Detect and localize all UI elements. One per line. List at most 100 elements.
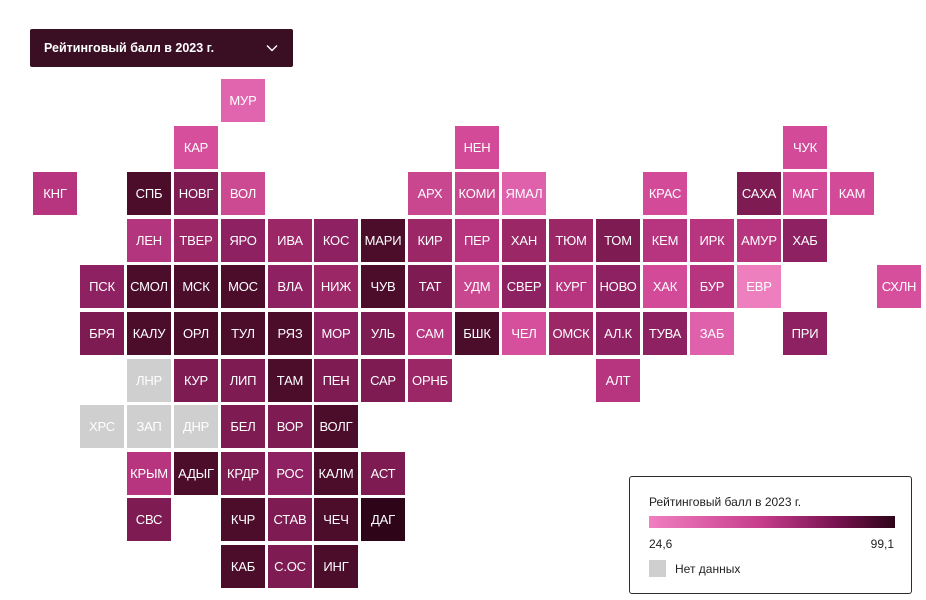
region-tile[interactable]: НОВО — [596, 265, 640, 308]
region-tile[interactable]: СХЛН — [877, 265, 921, 308]
region-tile[interactable]: КАР — [174, 126, 218, 169]
region-tile[interactable]: ЧЕЧ — [314, 498, 358, 541]
region-tile[interactable]: МАГ — [783, 172, 827, 215]
region-tile[interactable]: АРХ — [408, 172, 452, 215]
region-tile[interactable]: КОМИ — [455, 172, 499, 215]
region-tile[interactable]: ВОЛГ — [314, 405, 358, 448]
region-tile[interactable]: КАБ — [221, 545, 265, 588]
region-tile[interactable]: ЯМАЛ — [502, 172, 546, 215]
region-tile[interactable]: ЛИП — [221, 359, 265, 402]
legend-max-value: 99,1 — [870, 537, 894, 551]
region-tile[interactable]: ХРС — [80, 405, 124, 448]
region-tile[interactable]: АДЫГ — [174, 452, 218, 495]
region-tile[interactable]: ВОР — [268, 405, 312, 448]
no-data-swatch — [649, 560, 666, 577]
region-tile[interactable]: ОРНБ — [408, 359, 452, 402]
metric-selector-dropdown[interactable]: Рейтинговый балл в 2023 г. — [30, 29, 293, 67]
region-tile[interactable]: НОВГ — [174, 172, 218, 215]
region-tile[interactable]: ВОЛ — [221, 172, 265, 215]
region-tile[interactable]: ИВА — [268, 219, 312, 262]
region-tile[interactable]: СВС — [127, 498, 171, 541]
region-tile[interactable]: ХАБ — [783, 219, 827, 262]
region-tile[interactable]: СПБ — [127, 172, 171, 215]
region-tile[interactable]: КРАС — [643, 172, 687, 215]
region-tile[interactable]: АЛТ — [596, 359, 640, 402]
region-tile[interactable]: МАРИ — [361, 219, 405, 262]
region-tile[interactable]: КАЛМ — [314, 452, 358, 495]
region-tile[interactable]: МУР — [221, 79, 265, 122]
region-tile[interactable]: БРЯ — [80, 312, 124, 355]
region-tile[interactable]: БЕЛ — [221, 405, 265, 448]
region-tile[interactable]: ВЛА — [268, 265, 312, 308]
region-tile[interactable]: ЛНР — [127, 359, 171, 402]
region-tile[interactable]: КНГ — [33, 172, 77, 215]
region-tile[interactable]: УДМ — [455, 265, 499, 308]
region-tile[interactable]: НИЖ — [314, 265, 358, 308]
region-tile[interactable]: ОРЛ — [174, 312, 218, 355]
region-tile[interactable]: СВЕР — [502, 265, 546, 308]
chevron-down-icon[interactable] — [265, 41, 279, 55]
region-tile[interactable]: ТАМ — [268, 359, 312, 402]
region-tile[interactable]: АСТ — [361, 452, 405, 495]
region-tile[interactable]: ИНГ — [314, 545, 358, 588]
region-tile[interactable]: МОС — [221, 265, 265, 308]
region-tile[interactable]: СТАВ — [268, 498, 312, 541]
region-tile[interactable]: СМОЛ — [127, 265, 171, 308]
region-tile[interactable]: ИРК — [690, 219, 734, 262]
color-legend: Рейтинговый балл в 2023 г. 24,6 99,1 Нет… — [629, 476, 912, 594]
region-tile[interactable]: БШК — [455, 312, 499, 355]
region-tile[interactable]: КРЫМ — [127, 452, 171, 495]
region-tile[interactable]: КЧР — [221, 498, 265, 541]
region-tile[interactable]: БУР — [690, 265, 734, 308]
region-tile[interactable]: ПЕР — [455, 219, 499, 262]
region-tile[interactable]: МСК — [174, 265, 218, 308]
legend-min-value: 24,6 — [649, 537, 673, 551]
metric-selector-label: Рейтинговый балл в 2023 г. — [44, 41, 215, 55]
region-tile[interactable]: АЛ.К — [596, 312, 640, 355]
region-tile[interactable]: ПРИ — [783, 312, 827, 355]
region-tile[interactable]: ТАТ — [408, 265, 452, 308]
region-tile[interactable]: ТВЕР — [174, 219, 218, 262]
region-tile[interactable]: ЧУВ — [361, 265, 405, 308]
region-tile[interactable]: ТУВА — [643, 312, 687, 355]
region-tile[interactable]: ПСК — [80, 265, 124, 308]
region-tile[interactable]: ХАК — [643, 265, 687, 308]
region-tile[interactable]: САХА — [737, 172, 781, 215]
region-tile[interactable]: ЗАП — [127, 405, 171, 448]
region-tile[interactable]: ЧЕЛ — [502, 312, 546, 355]
region-tile[interactable]: КУР — [174, 359, 218, 402]
region-tile[interactable]: КАМ — [830, 172, 874, 215]
region-tile[interactable]: ХАН — [502, 219, 546, 262]
region-tile[interactable]: КУРГ — [549, 265, 593, 308]
region-tile[interactable]: ТОМ — [596, 219, 640, 262]
region-tile[interactable]: САР — [361, 359, 405, 402]
region-tile[interactable]: НЕН — [455, 126, 499, 169]
region-tile[interactable]: САМ — [408, 312, 452, 355]
region-tile[interactable]: РОС — [268, 452, 312, 495]
no-data-label: Нет данных — [675, 562, 741, 576]
region-tile[interactable]: РЯЗ — [268, 312, 312, 355]
region-tile[interactable]: ДНР — [174, 405, 218, 448]
region-tile[interactable]: МОР — [314, 312, 358, 355]
region-tile[interactable]: ТЮМ — [549, 219, 593, 262]
region-tile[interactable]: АМУР — [737, 219, 781, 262]
legend-gradient-bar — [649, 516, 895, 528]
region-tile[interactable]: КЕМ — [643, 219, 687, 262]
region-tile[interactable]: ДАГ — [361, 498, 405, 541]
region-tile[interactable]: ЧУК — [783, 126, 827, 169]
region-tile[interactable]: УЛЬ — [361, 312, 405, 355]
region-tile[interactable]: С.ОС — [268, 545, 312, 588]
region-tile[interactable]: ПЕН — [314, 359, 358, 402]
region-tile[interactable]: ТУЛ — [221, 312, 265, 355]
region-tile[interactable]: КРДР — [221, 452, 265, 495]
region-tile[interactable]: ЛЕН — [127, 219, 171, 262]
region-tile[interactable]: КАЛУ — [127, 312, 171, 355]
region-tile[interactable]: ЗАБ — [690, 312, 734, 355]
region-tile[interactable]: КОС — [314, 219, 358, 262]
region-tile[interactable]: КИР — [408, 219, 452, 262]
legend-title: Рейтинговый балл в 2023 г. — [649, 495, 802, 509]
region-tile[interactable]: ЕВР — [737, 265, 781, 308]
region-tile[interactable]: ОМСК — [549, 312, 593, 355]
region-tile[interactable]: ЯРО — [221, 219, 265, 262]
